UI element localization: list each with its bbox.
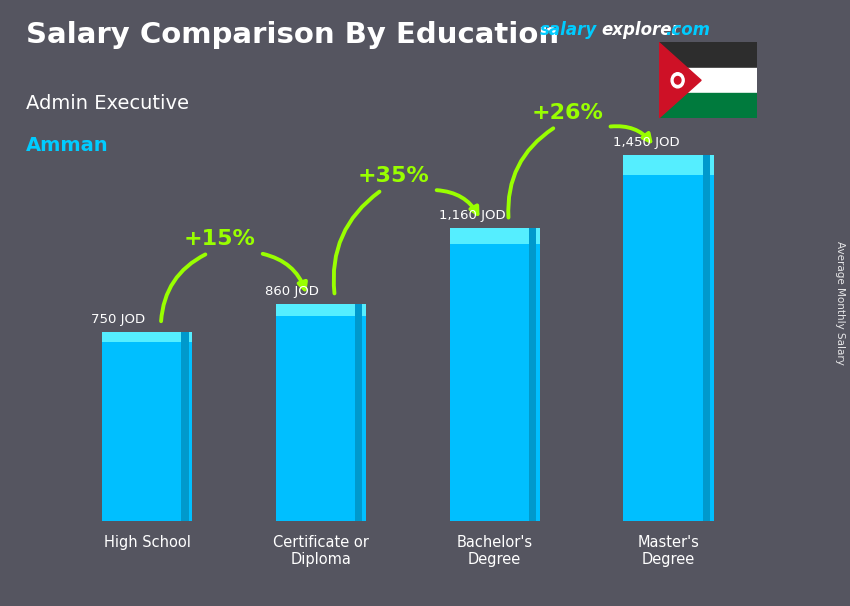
- Bar: [659, 93, 756, 118]
- Text: 750 JOD: 750 JOD: [91, 313, 145, 326]
- Circle shape: [674, 76, 681, 84]
- Text: 1,450 JOD: 1,450 JOD: [613, 136, 680, 149]
- FancyArrowPatch shape: [162, 255, 206, 321]
- Text: 860 JOD: 860 JOD: [265, 285, 319, 298]
- Text: .com: .com: [666, 21, 711, 39]
- Bar: [623, 155, 714, 521]
- Text: Salary Comparison By Education: Salary Comparison By Education: [26, 21, 558, 49]
- Bar: [102, 331, 192, 521]
- Text: +26%: +26%: [532, 103, 604, 123]
- Bar: [450, 228, 540, 244]
- Bar: [659, 68, 756, 93]
- Text: +15%: +15%: [184, 230, 256, 250]
- Bar: [450, 228, 540, 521]
- Bar: [275, 304, 366, 316]
- Text: 1,160 JOD: 1,160 JOD: [439, 209, 506, 222]
- Text: salary: salary: [540, 21, 597, 39]
- Text: Admin Executive: Admin Executive: [26, 94, 189, 113]
- FancyArrowPatch shape: [263, 254, 306, 290]
- Bar: [623, 155, 714, 175]
- FancyArrowPatch shape: [334, 191, 379, 293]
- Bar: [703, 155, 711, 521]
- Bar: [659, 42, 756, 68]
- Bar: [102, 331, 192, 342]
- Text: +35%: +35%: [358, 166, 430, 186]
- Bar: [529, 228, 536, 521]
- Bar: [181, 331, 189, 521]
- FancyArrowPatch shape: [437, 190, 478, 214]
- FancyArrowPatch shape: [610, 126, 650, 141]
- Text: Average Monthly Salary: Average Monthly Salary: [835, 241, 845, 365]
- Polygon shape: [659, 42, 701, 118]
- Bar: [355, 304, 362, 521]
- Circle shape: [672, 73, 684, 88]
- FancyArrowPatch shape: [508, 128, 553, 218]
- Text: Amman: Amman: [26, 136, 108, 155]
- Text: explorer: explorer: [602, 21, 681, 39]
- Bar: [275, 304, 366, 521]
